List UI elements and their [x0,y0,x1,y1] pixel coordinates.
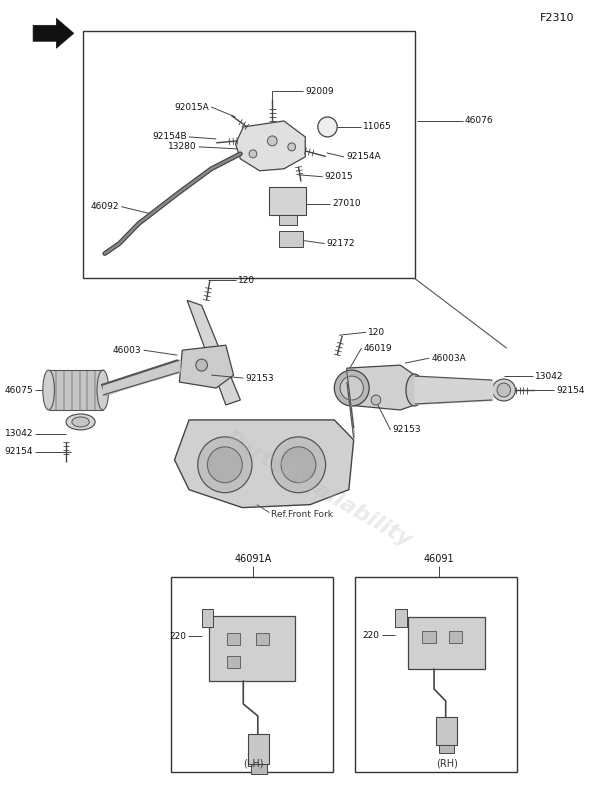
Text: 13042: 13042 [5,430,33,438]
Polygon shape [33,18,74,48]
Bar [72,370,78,410]
Text: (RH): (RH) [436,758,458,769]
Text: 220: 220 [169,632,186,641]
Bar [95,370,102,410]
Text: 92154A: 92154A [346,152,380,162]
Text: 13280: 13280 [168,142,197,151]
Circle shape [340,376,364,400]
Polygon shape [174,420,354,508]
Bar [449,631,462,643]
Bar [396,610,407,627]
Bar [439,745,455,753]
Bar [227,633,241,645]
Ellipse shape [66,414,95,430]
Text: F2310: F2310 [540,14,575,23]
Circle shape [334,370,369,406]
Circle shape [371,395,381,405]
Text: 92015: 92015 [324,172,353,182]
Text: 11065: 11065 [364,122,392,131]
Bar [355,578,517,772]
Polygon shape [179,345,233,388]
Text: PartsAviailability: PartsAviailability [221,428,415,551]
Bar [83,31,415,278]
Circle shape [318,117,337,137]
Ellipse shape [497,383,511,397]
Text: (LH): (LH) [242,758,263,769]
Bar [80,370,86,410]
Text: 27010: 27010 [332,199,361,208]
Text: 13042: 13042 [535,371,563,381]
Text: 92153: 92153 [245,374,274,382]
Text: 46019: 46019 [364,344,392,353]
Text: 46092: 46092 [91,202,119,211]
Text: 46003A: 46003A [431,354,466,362]
Circle shape [207,447,242,482]
Text: 120: 120 [368,328,385,337]
Ellipse shape [406,374,423,406]
Bar [256,633,270,645]
Polygon shape [236,121,305,170]
Bar [209,616,295,681]
Text: 92154B: 92154B [153,133,187,142]
Bar [270,186,306,214]
Text: 92015A: 92015A [175,102,209,111]
Bar [56,370,63,410]
Text: 92172: 92172 [327,239,355,248]
Bar [227,656,241,668]
Bar [171,578,333,772]
Circle shape [281,447,316,482]
Bar [248,734,270,764]
Ellipse shape [72,417,89,427]
Polygon shape [187,300,241,405]
Text: 120: 120 [238,276,254,285]
Text: 46003: 46003 [113,346,142,354]
Bar [201,610,213,627]
Circle shape [249,150,257,158]
Bar [423,631,436,643]
Ellipse shape [492,379,516,401]
Text: 46091: 46091 [423,554,454,565]
Bar [64,370,71,410]
Ellipse shape [97,370,109,410]
Text: 92153: 92153 [393,426,421,434]
Text: FRONT: FRONT [39,29,68,38]
Ellipse shape [43,370,54,410]
Bar [279,214,297,225]
Text: Ref.Front Fork: Ref.Front Fork [271,510,333,519]
Text: 92154: 92154 [5,447,33,456]
Circle shape [198,437,252,493]
Circle shape [268,136,277,146]
Bar [251,764,267,774]
Text: 220: 220 [363,630,380,640]
Bar [279,230,303,246]
Text: 92154: 92154 [556,386,584,394]
Circle shape [288,143,295,151]
Circle shape [271,437,326,493]
Bar [49,370,55,410]
Bar [436,717,457,745]
Text: 46076: 46076 [465,117,494,126]
Text: 92009: 92009 [305,86,334,95]
Circle shape [196,359,207,371]
Polygon shape [347,365,415,410]
Bar [408,618,485,669]
Bar [87,370,94,410]
Text: 46091A: 46091A [235,554,271,565]
Text: 46075: 46075 [4,386,33,394]
